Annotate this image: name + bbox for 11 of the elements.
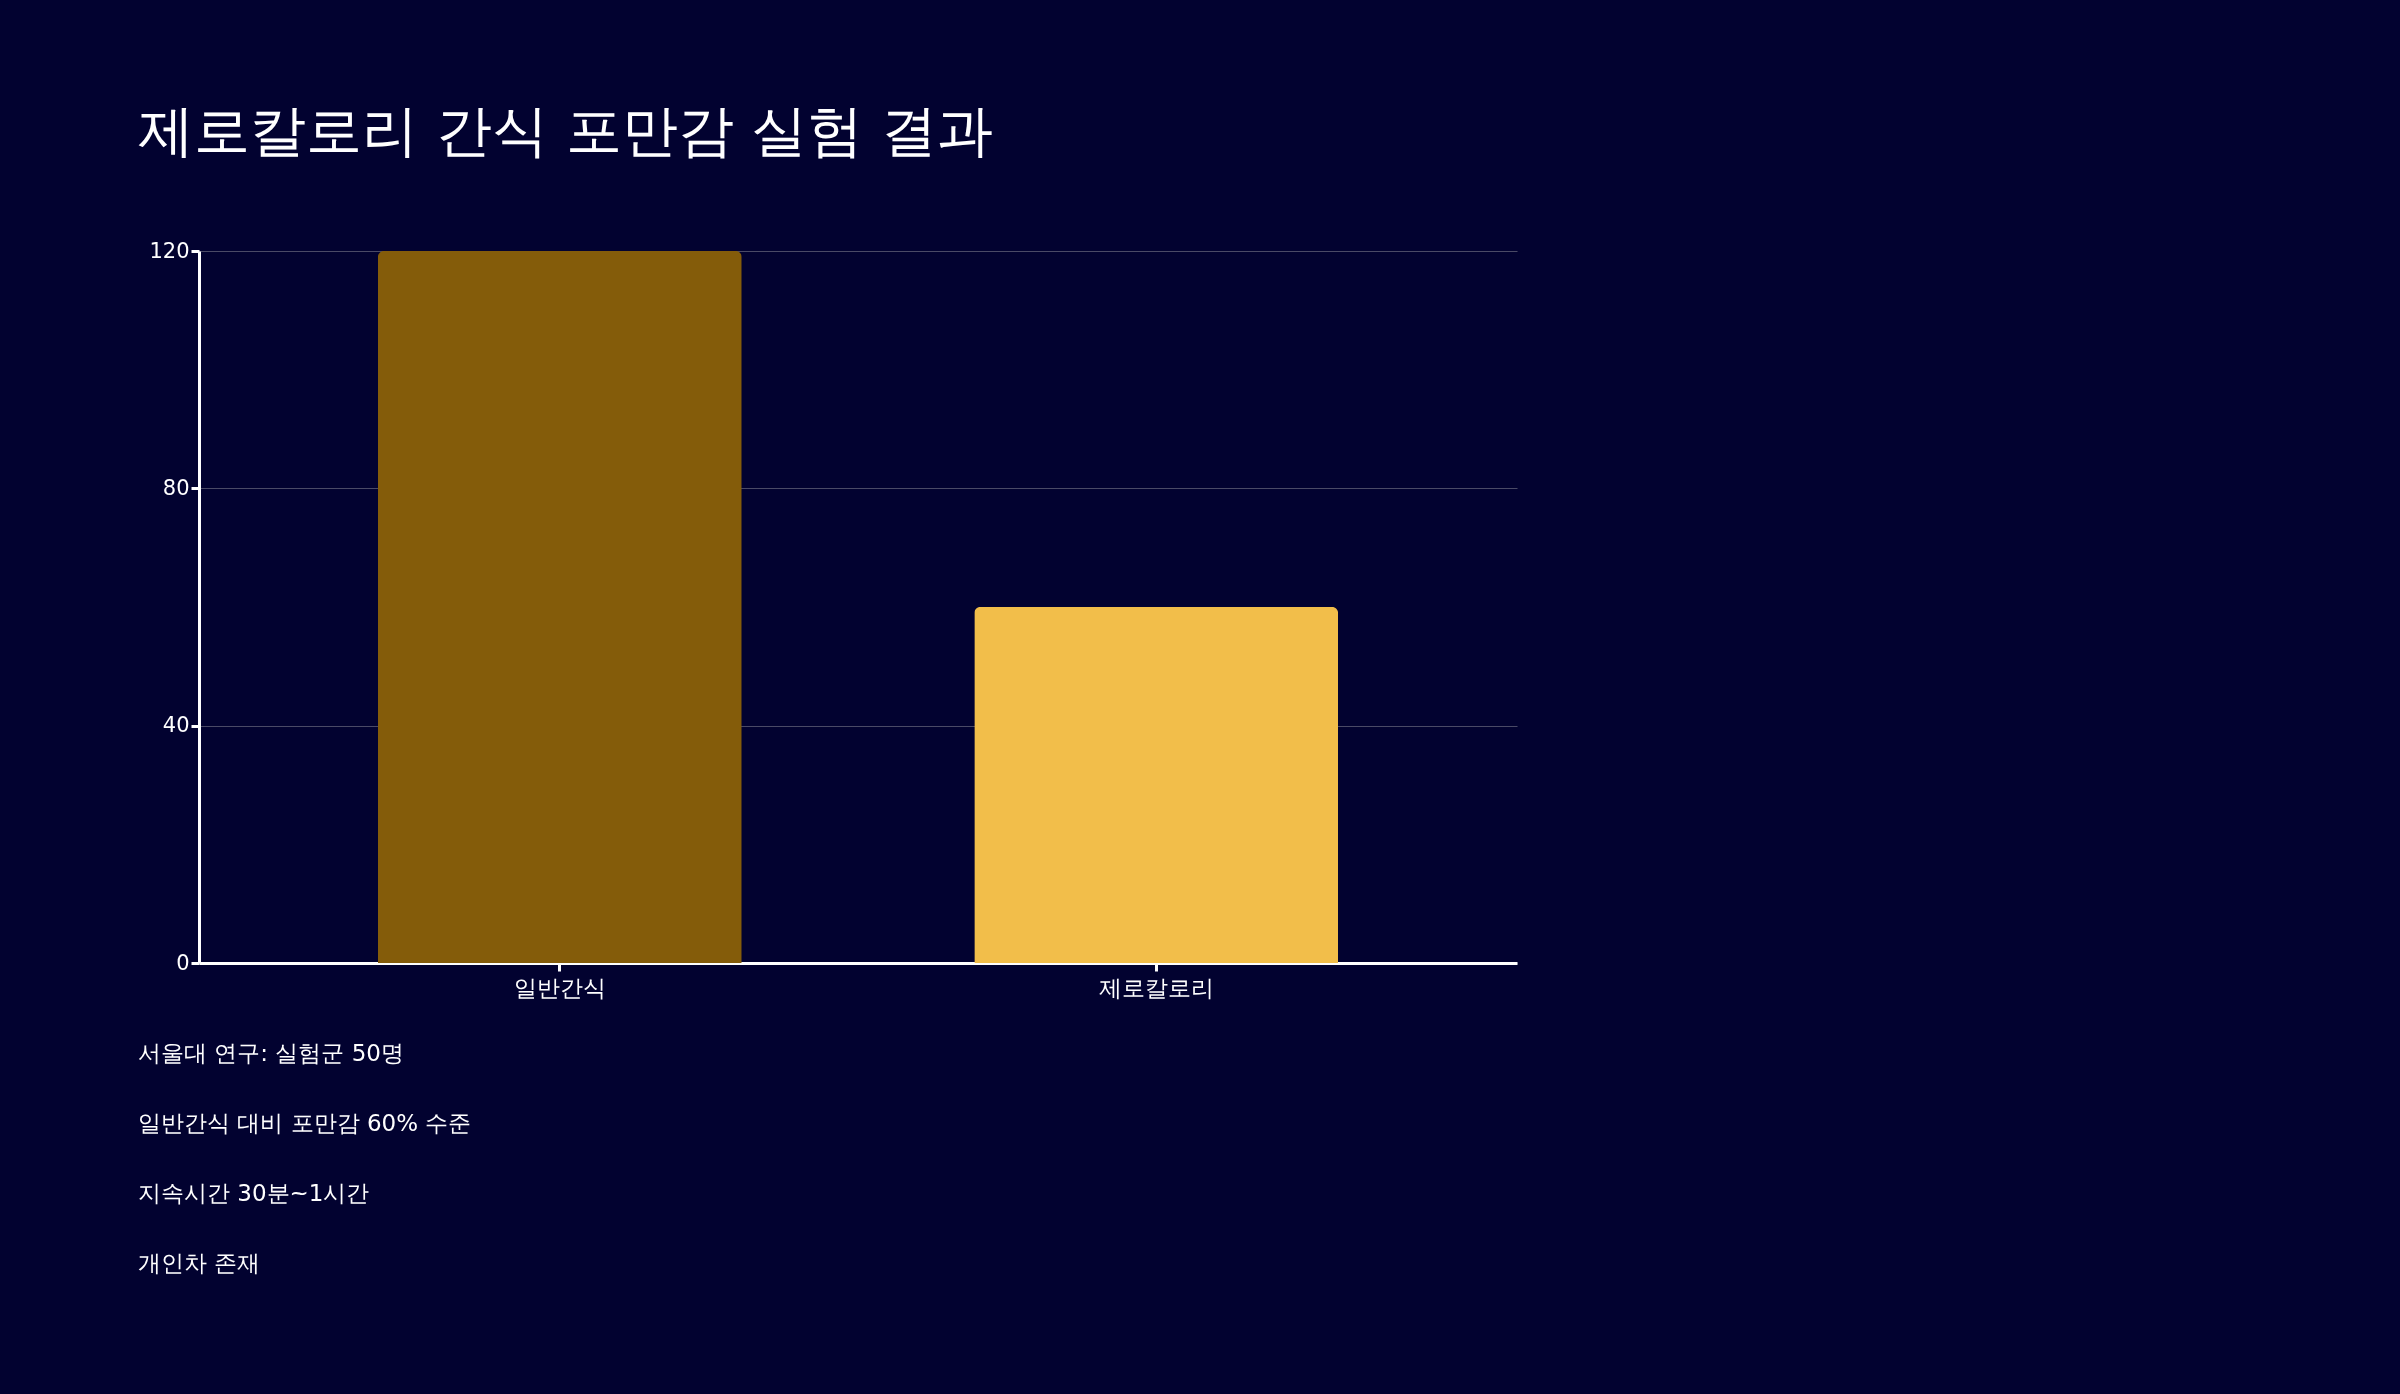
x-tick-label: 제로칼로리	[1098, 974, 1214, 1001]
chart-title: 제로칼로리 간식 포만감 실험 결과	[138, 98, 994, 163]
y-tick-label: 80	[162, 475, 190, 500]
text: 일반간식 대비 포만감 60% 수준	[138, 1110, 472, 1136]
y-tick-label: 40	[162, 713, 190, 738]
text: 서울대 연구: 실험군 50명	[138, 1040, 404, 1066]
text: 개인차 존재	[138, 1250, 261, 1276]
y-tick-label: 0	[176, 950, 190, 975]
x-tick-label: 일반간식	[513, 974, 606, 1001]
y-tick-label: 120	[149, 238, 190, 263]
text: 지속시간 30분~1시간	[138, 1180, 370, 1206]
